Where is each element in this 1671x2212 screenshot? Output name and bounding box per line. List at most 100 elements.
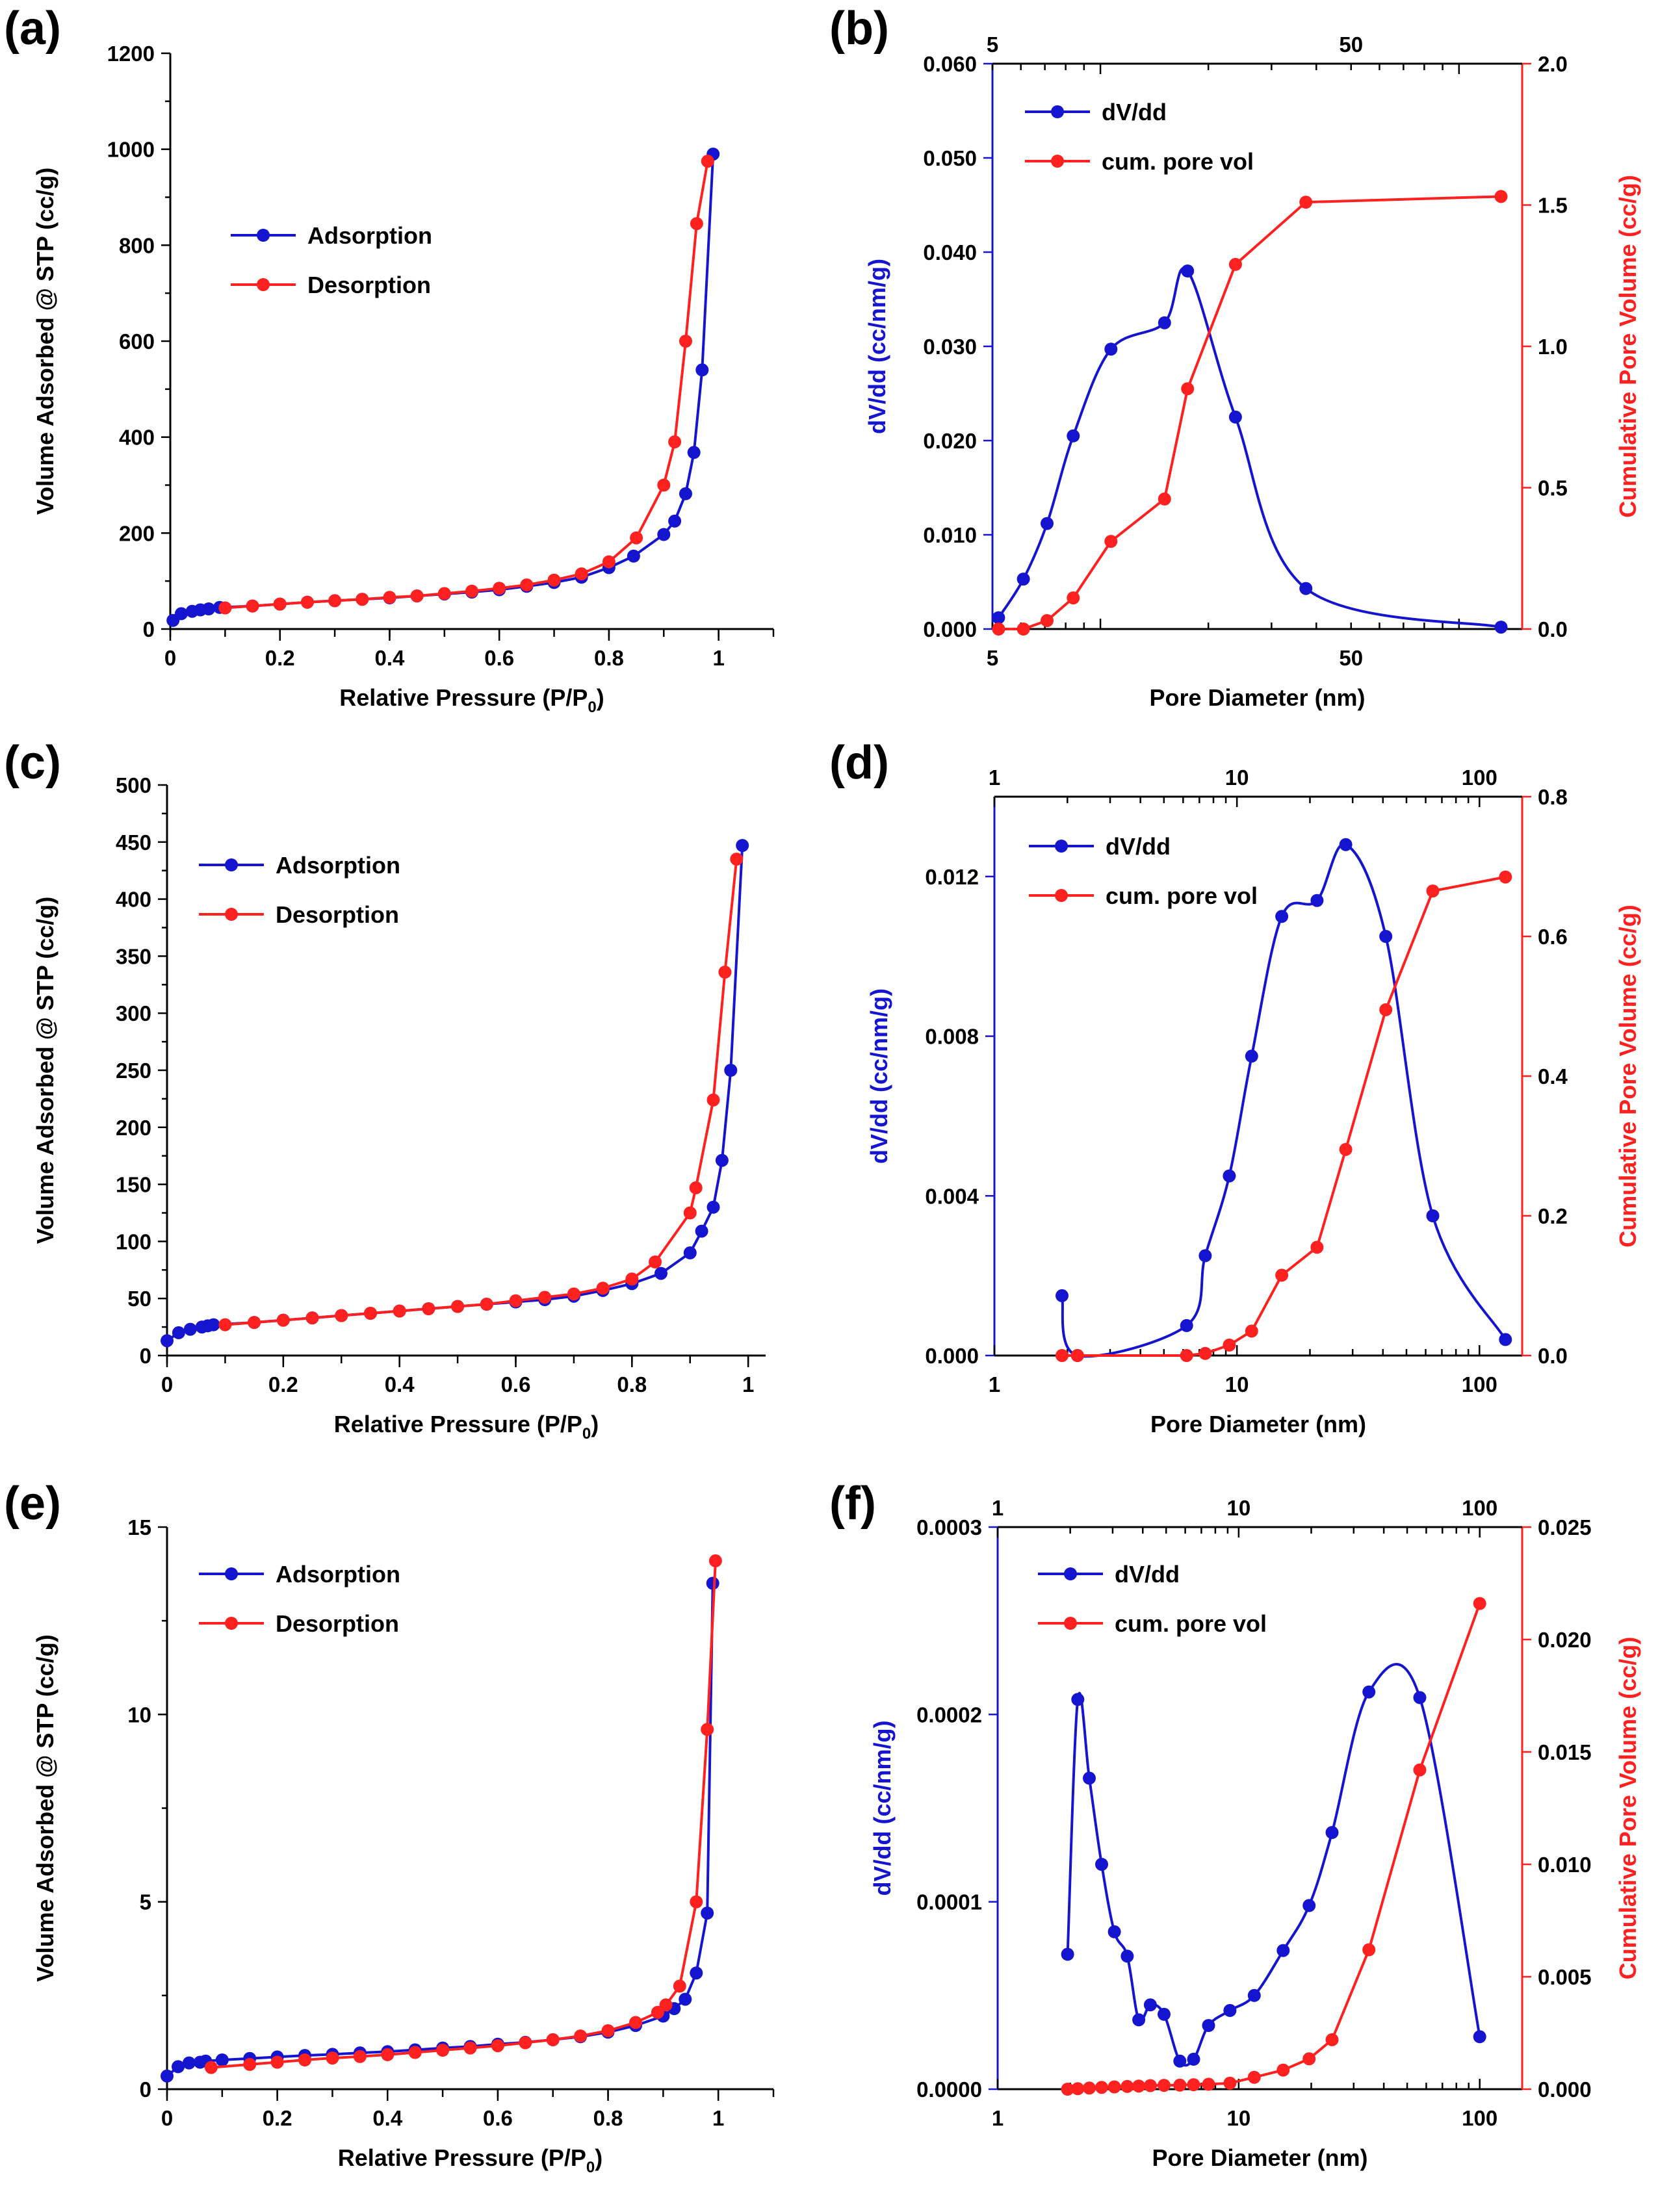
legend-entry: dV/dd [1106,833,1171,860]
series-line [1066,1662,1481,2067]
data-point [174,607,188,621]
series-line [1067,1602,1481,2090]
series-line [225,858,738,1326]
data-point [706,1093,720,1107]
y2-tick-label: 0.015 [1538,1740,1592,1764]
y-tick-label: 0 [143,617,155,641]
data-point [1083,1771,1096,1785]
data-point [451,1300,465,1313]
x-axis-title-main: Relative Pressure (P/P [338,2144,586,2171]
legend-entry: Adsorption [276,1561,400,1588]
series-cum-pore-vol [1061,1597,1486,2096]
x-axis-title-subscript: 0 [586,2159,595,2176]
data-point [1276,2063,1290,2077]
data-point [1413,1763,1427,1777]
data-point [601,2024,615,2037]
data-point [204,2061,218,2074]
x-tick-label: 1 [989,1372,1000,1396]
data-point [1181,382,1195,396]
data-point [161,1334,174,1348]
data-point [574,2029,588,2043]
legend: dV/dd cum. pore vol [1029,833,1258,909]
data-point [730,853,744,866]
top-x-tick-label: 1 [989,765,1000,790]
data-point [207,1318,220,1331]
x-tick-label: 1 [992,2106,1004,2130]
data-point [657,528,671,541]
data-point [218,601,232,615]
legend-entry: Adsorption [276,852,400,879]
series-line [1062,875,1506,1357]
x-tick-label: 1 [712,2106,724,2130]
data-point [1071,2082,1085,2096]
y-axis-title: dV/dd (cc/nm/g) [869,1721,896,1896]
x-axis-title-end: ) [597,684,604,711]
data-point [1223,2076,1237,2090]
data-point [1276,1944,1290,1957]
legend: Adsorption Desorption [199,852,400,928]
y2-tick-label: 0.010 [1538,1853,1592,1877]
y-tick-label: 600 [119,329,155,354]
data-point [1061,2083,1074,2096]
data-point [1247,2070,1261,2084]
y-tick-label: 0.008 [925,1025,979,1049]
data-point [1426,1209,1440,1222]
x-axis-title: Pore Diameter (nm) [1150,1411,1366,1437]
legend-swatch-marker [225,908,238,921]
data-point [1247,1988,1261,2002]
data-point [1499,1333,1512,1346]
data-point [657,478,671,492]
data-point [1017,572,1030,586]
legend-swatch-marker [1055,889,1068,902]
legend-swatch-marker [1064,1567,1077,1580]
data-point [1473,1597,1486,1610]
y2-tick-label: 0.8 [1538,785,1568,809]
x-tick-label: 5 [987,646,998,670]
axes: 1 10 100 1 10 100 0.0000 0.0001 0.0002 0.0003 0.00… [869,1496,1641,2171]
data-point [1056,1349,1069,1362]
legend-swatch-marker [225,1567,238,1580]
data-point [410,589,424,603]
data-point [218,1318,232,1331]
data-point [1198,1249,1212,1263]
series-desorption [218,853,744,1331]
x-axis-title-main: Relative Pressure (P/P [334,1411,582,1437]
legend: dV/dd cum. pore vol [1038,1561,1267,1637]
legend-entry: cum. pore vol [1106,882,1258,909]
y2-tick-label: 0.025 [1538,1515,1592,1539]
y-tick-label: 0.060 [923,52,977,76]
x-tick-label: 0.4 [385,1372,415,1396]
data-point [335,1309,348,1322]
x-tick-label: 10 [1225,1372,1249,1396]
y2-tick-label: 0.005 [1538,1965,1592,1989]
chart-f: (f) 1 10 100 1 10 100 0.0000 0.0001 0.0002 0.0003 0… [829,1478,1641,2171]
y-tick-label: 400 [116,888,151,912]
data-point [1299,196,1313,209]
data-point [1143,2079,1157,2092]
y-axis-title: Volume Adsorbed @ STP (cc/g) [32,168,58,515]
data-point [1061,1948,1074,1961]
data-point [654,1267,667,1280]
data-point [706,1200,720,1214]
data-point [1120,1949,1134,1963]
y2-tick-label: 0.4 [1538,1064,1568,1088]
data-point [1067,429,1080,443]
data-point [493,582,506,595]
panel-label: (c) [4,737,61,789]
data-point [1187,2052,1200,2066]
x-axis-title-end: ) [595,2144,602,2171]
data-point [408,2046,422,2059]
data-point [1202,2019,1215,2032]
axes: 0 0.2 0.4 0.6 0.8 1 0 200 400 600 800 1000 1200 Relat… [32,42,775,716]
y-tick-label: 0.020 [923,429,977,453]
data-point [270,2055,284,2069]
y-tick-label: 0.004 [925,1184,979,1208]
x-tick-label: 0.8 [593,2106,623,2130]
data-point [1379,1003,1393,1016]
data-point [567,1287,580,1301]
y2-tick-label: 2.0 [1538,52,1568,76]
data-point [679,335,692,348]
chart-d: (d) 1 10 100 1 10 100 0.000 0.004 0.008 0.012 0.0 0.… [829,737,1641,1437]
data-point [992,611,1005,624]
data-point [1158,2079,1171,2092]
